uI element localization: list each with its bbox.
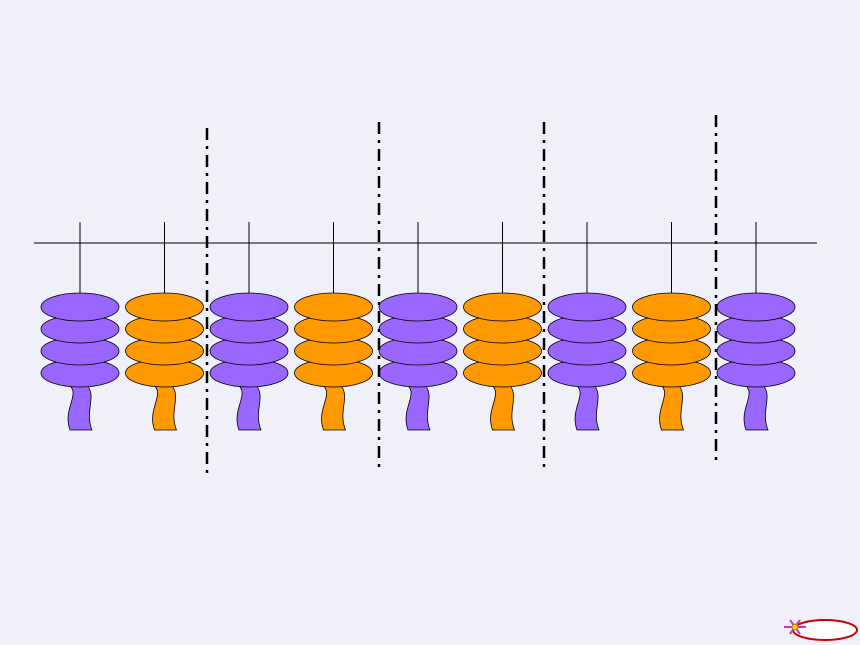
bead <box>632 292 711 322</box>
tassel <box>573 383 600 431</box>
next-slide-button[interactable] <box>784 619 858 641</box>
bead <box>463 292 542 322</box>
bead <box>209 292 289 322</box>
nav-ring <box>792 619 858 641</box>
tassel <box>66 383 93 431</box>
abacus-rod-7 <box>547 222 627 431</box>
bead <box>125 292 204 322</box>
abacus-rod-6 <box>463 222 542 431</box>
bead <box>547 292 627 322</box>
tassel <box>151 383 178 431</box>
bead <box>294 292 373 322</box>
abacus-rod-5 <box>378 222 458 431</box>
abacus-rod-4 <box>294 222 373 431</box>
bead <box>716 292 796 322</box>
place-value-separators <box>205 115 718 475</box>
abacus-rod-2 <box>125 222 204 431</box>
flower-star-icon <box>784 619 806 635</box>
bead <box>40 292 120 322</box>
abacus-rod-8 <box>632 222 711 431</box>
tassel <box>320 383 347 431</box>
abacus-rod-1 <box>40 222 120 431</box>
tassel <box>658 383 685 431</box>
tassel <box>742 383 769 431</box>
tassel <box>489 383 516 431</box>
rods-layer <box>40 222 796 431</box>
bead <box>378 292 458 322</box>
tassel <box>235 383 262 431</box>
abacus-rod-9 <box>716 222 796 431</box>
abacus-rod-3 <box>209 222 289 431</box>
tassel <box>404 383 431 431</box>
